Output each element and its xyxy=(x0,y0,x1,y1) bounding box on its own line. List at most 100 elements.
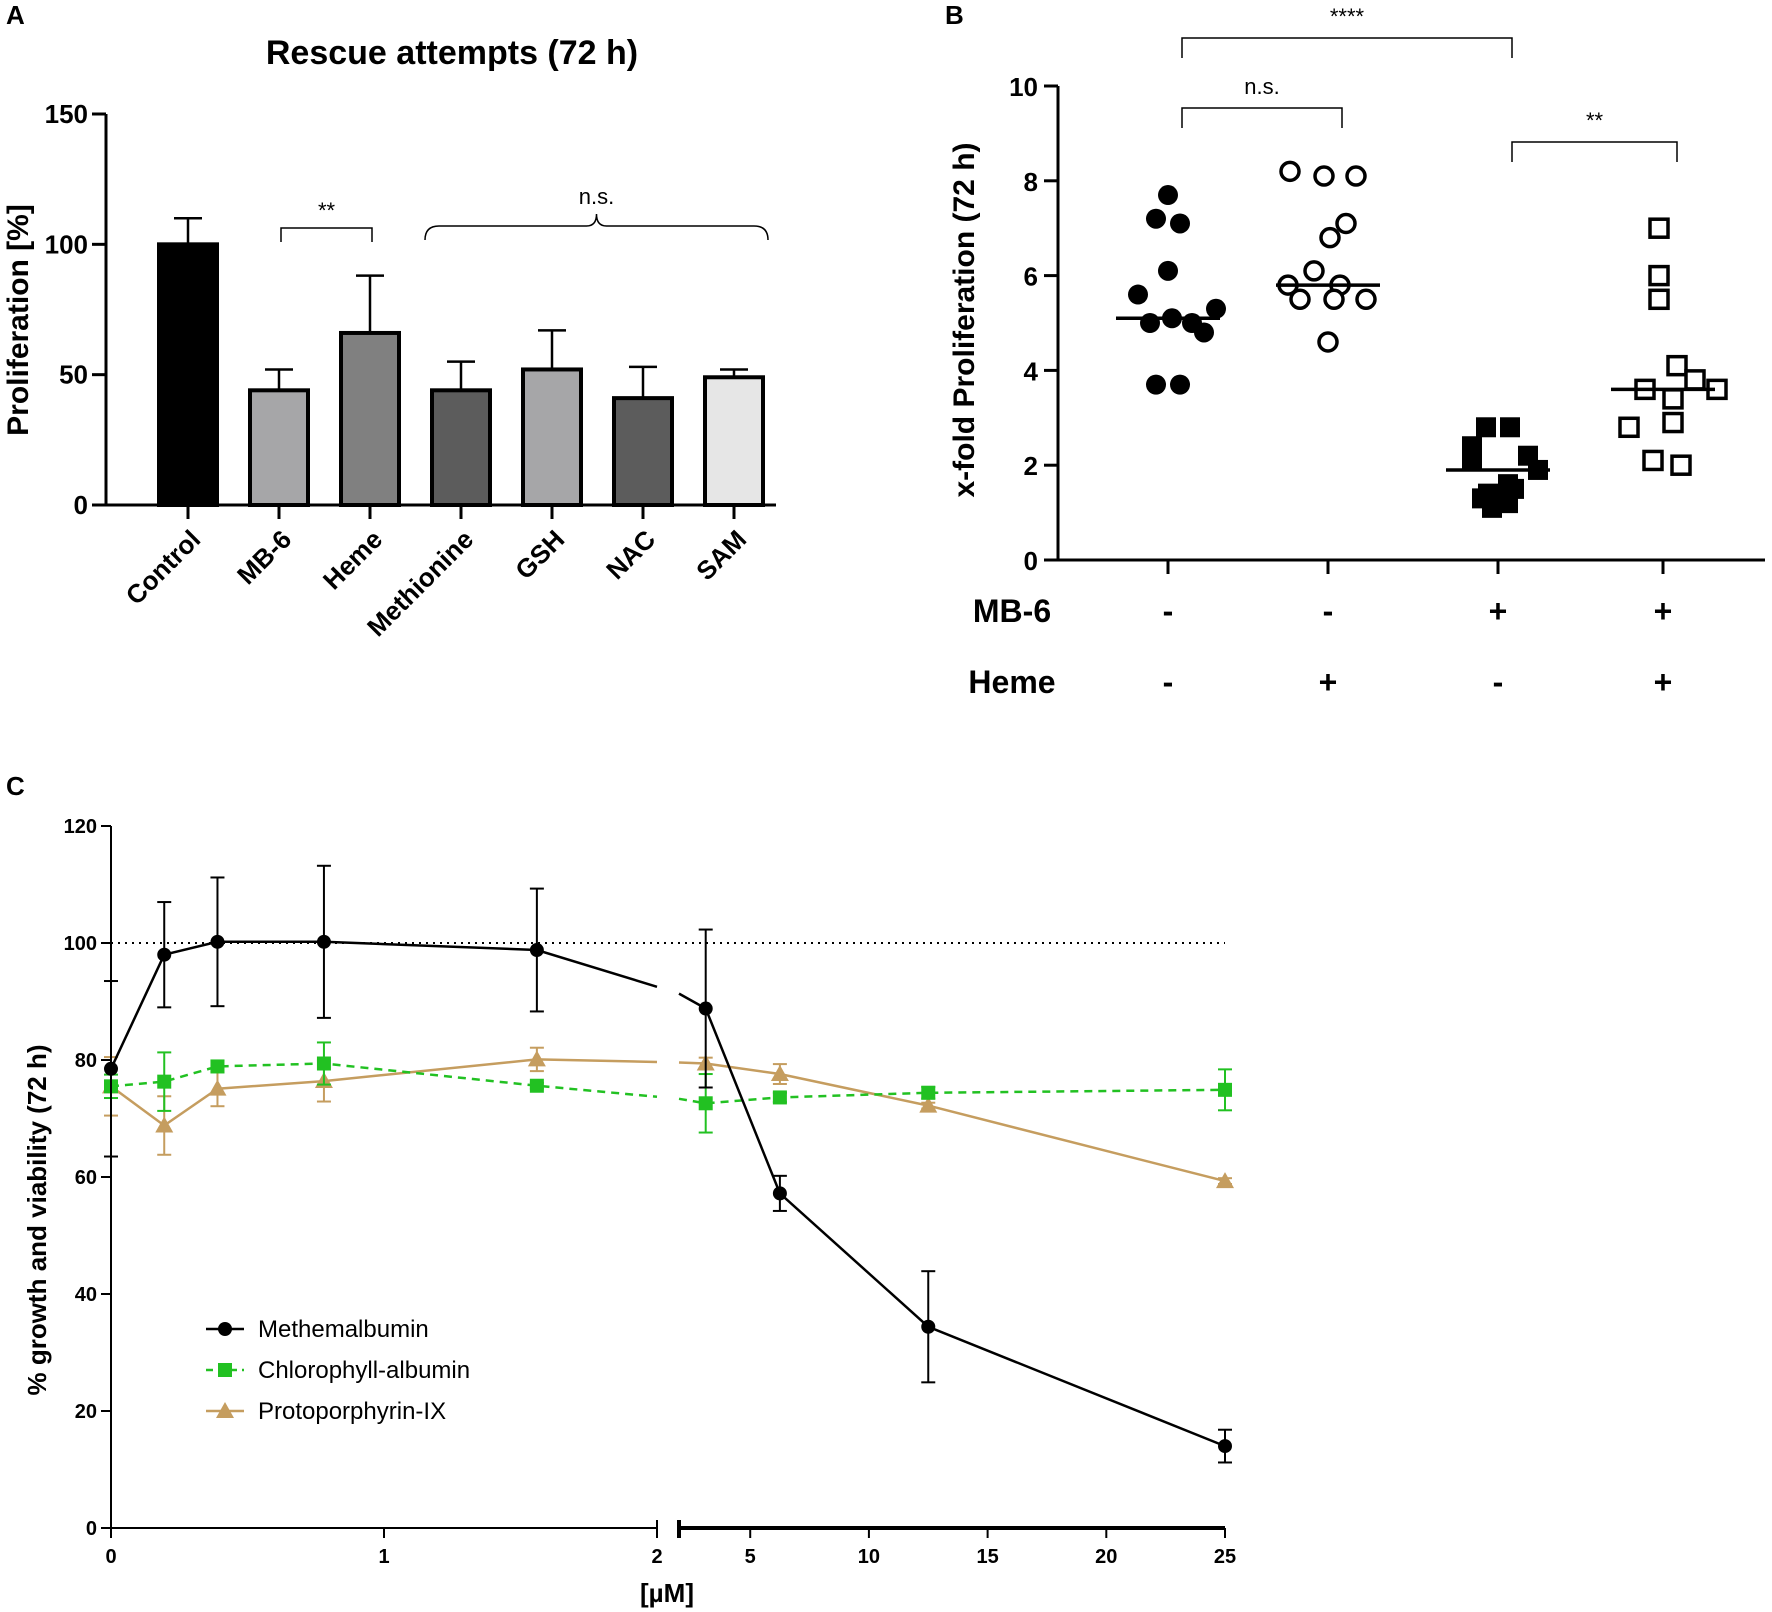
panel-c-y-tick-label: 0 xyxy=(86,1518,97,1540)
panel-b-y-axis-label: x-fold Proliferation (72 h) xyxy=(948,142,981,497)
panel-c-x-tick-label: 25 xyxy=(1214,1546,1236,1568)
panel-c-x-tick-label: 5 xyxy=(745,1546,756,1568)
panel-b-condition-value: - xyxy=(1163,664,1174,700)
panel-a-x-tick-label: GSH xyxy=(509,524,570,585)
panel-b-y-tick-label: 0 xyxy=(1024,546,1038,576)
panel-b-point xyxy=(1345,165,1367,187)
panel-c-line-protoporphyrin-ix xyxy=(678,1061,1226,1183)
panel-c-line-protoporphyrin-ix xyxy=(110,1058,658,1128)
panel-a-bar-nac xyxy=(612,396,674,508)
panel-c-y-axis-label: % growth and viability (72 h) xyxy=(22,1044,52,1395)
panel-c-x-tick-label: 2 xyxy=(651,1546,662,1568)
panel-c-legend-item-methemalbumin: Methemalbumin xyxy=(206,1316,429,1343)
panel-b-point xyxy=(1662,388,1684,410)
panel-letter-b: B xyxy=(945,0,964,30)
panel-c-legend-label: Chlorophyll-albumin xyxy=(258,1357,470,1384)
panel-a-brace-label: n.s. xyxy=(579,184,614,209)
panel-b-annotations: **** n.s. ** xyxy=(1181,4,1678,162)
panel-a-y-tick-label: 0 xyxy=(74,490,88,520)
panel-b-y-tick-label: 8 xyxy=(1024,167,1038,197)
panel-c-marker-methemalbumin xyxy=(772,1186,787,1201)
panel-c-legend-item-chlorophyll-albumin: Chlorophyll-albumin xyxy=(206,1357,470,1384)
panel-b-point xyxy=(1666,354,1688,377)
panel-c-marker-chlorophyll-albumin xyxy=(316,1056,331,1071)
panel-b-point xyxy=(1662,411,1684,434)
panel-c-marker-methemalbumin xyxy=(316,934,331,949)
panel-b-point xyxy=(1158,260,1178,281)
panel-a-y-axis-label: Proliferation [%] xyxy=(2,204,35,436)
panel-b-point xyxy=(1170,213,1190,234)
panel-b-point xyxy=(1158,185,1178,206)
panel-c-marker-methemalbumin xyxy=(104,1061,118,1076)
panel-c-marker-methemalbumin xyxy=(218,1322,232,1336)
panel-b-point xyxy=(1146,374,1166,395)
panel-c-line-chart: % growth and viability (72 h) [µM] 02040… xyxy=(22,816,1236,1608)
panel-c-marker-chlorophyll-albumin xyxy=(529,1078,544,1093)
panel-b-point xyxy=(1194,322,1214,343)
panel-b-point xyxy=(1313,165,1335,187)
panel-b-point xyxy=(1140,313,1160,333)
panel-a-annotations: ** n.s. xyxy=(280,184,769,242)
panel-b-bracket-1 xyxy=(1181,37,1513,58)
panel-c-line-methemalbumin xyxy=(678,992,1226,1448)
panel-c-marker-chlorophyll-albumin xyxy=(921,1085,936,1100)
panel-a-bar-control xyxy=(157,242,219,507)
panel-b-bracket-3-label: ** xyxy=(1586,108,1604,133)
panel-a-x-tick-label: SAM xyxy=(690,524,752,586)
panel-c-x-tick-label: 10 xyxy=(858,1546,880,1568)
panel-b-point xyxy=(1289,288,1311,311)
panel-c-marker-protoporphyrin-ix xyxy=(216,1402,234,1418)
panel-a-bar-methionine xyxy=(430,388,492,508)
panel-b-point xyxy=(1279,160,1301,183)
panel-b-condition-value: + xyxy=(1489,593,1508,629)
panel-b-point xyxy=(1670,454,1692,476)
panel-c-marker-chlorophyll-albumin xyxy=(1218,1082,1232,1097)
panel-b-point xyxy=(1648,217,1670,239)
panel-c-y-tick-label: 60 xyxy=(75,1167,97,1189)
panel-c-legend: Methemalbumin Chlorophyll-albumin Protopor… xyxy=(206,1316,470,1425)
panel-c-series-chlorophyll-albumin xyxy=(104,1041,1232,1134)
panel-a-x-tick-label: NAC xyxy=(600,524,661,585)
panel-b-condition-value: - xyxy=(1323,593,1334,629)
panel-b-point xyxy=(1170,374,1190,395)
panel-a-y-tick-label: 100 xyxy=(45,229,88,259)
panel-c-marker-methemalbumin xyxy=(1218,1439,1232,1454)
panel-a-x-tick-label: Control xyxy=(120,524,207,611)
panel-b-bracket-3 xyxy=(1511,141,1678,162)
panel-c-marker-methemalbumin xyxy=(210,934,225,949)
panel-a-significance-label: ** xyxy=(318,198,336,223)
panel-c-legend-item-protoporphyrin-ix: Protoporphyrin-IX xyxy=(206,1398,446,1425)
panel-c-series-protoporphyrin-ix xyxy=(102,1046,1234,1189)
panel-c-legend-label: Methemalbumin xyxy=(258,1316,429,1343)
panel-a-bar-sam xyxy=(703,375,765,508)
panel-a-y-tick-label: 50 xyxy=(59,360,88,390)
panel-b-point xyxy=(1319,226,1341,249)
panel-a-bar-heme xyxy=(339,330,401,507)
panel-a-bar-mb-6 xyxy=(248,388,310,508)
panel-c-marker-protoporphyrin-ix xyxy=(527,1050,546,1067)
panel-c-line-chlorophyll-albumin xyxy=(678,1088,1226,1105)
panel-b-point xyxy=(1684,369,1706,391)
panel-b-condition-value: + xyxy=(1654,593,1673,629)
panel-a-title: Rescue attempts (72 h) xyxy=(266,34,638,72)
panel-c-series xyxy=(102,864,1234,1464)
panel-a-x-tick-label: MB-6 xyxy=(231,524,297,590)
panel-b-point xyxy=(1642,449,1664,472)
panel-b-point xyxy=(1206,298,1226,319)
panel-b-bracket-2-label: n.s. xyxy=(1244,74,1279,99)
panel-b-point xyxy=(1476,417,1496,438)
panel-b-point xyxy=(1500,417,1520,438)
panel-a-bar-gsh xyxy=(521,367,583,507)
panel-c-marker-chlorophyll-albumin xyxy=(218,1363,232,1377)
panel-a-x-tick-label: Heme xyxy=(317,524,388,595)
panel-c-marker-methemalbumin xyxy=(157,947,172,962)
panel-letter-a: A xyxy=(6,0,25,30)
panel-b-point xyxy=(1355,288,1377,311)
panel-b-condition-mb-6: MB-6 xyxy=(973,593,1051,629)
panel-c-y-tick-label: 120 xyxy=(64,816,97,838)
panel-c-x-tick-label: 20 xyxy=(1095,1546,1117,1568)
panel-c-y-tick-label: 80 xyxy=(75,1050,97,1072)
panel-c-marker-chlorophyll-albumin xyxy=(772,1090,787,1105)
